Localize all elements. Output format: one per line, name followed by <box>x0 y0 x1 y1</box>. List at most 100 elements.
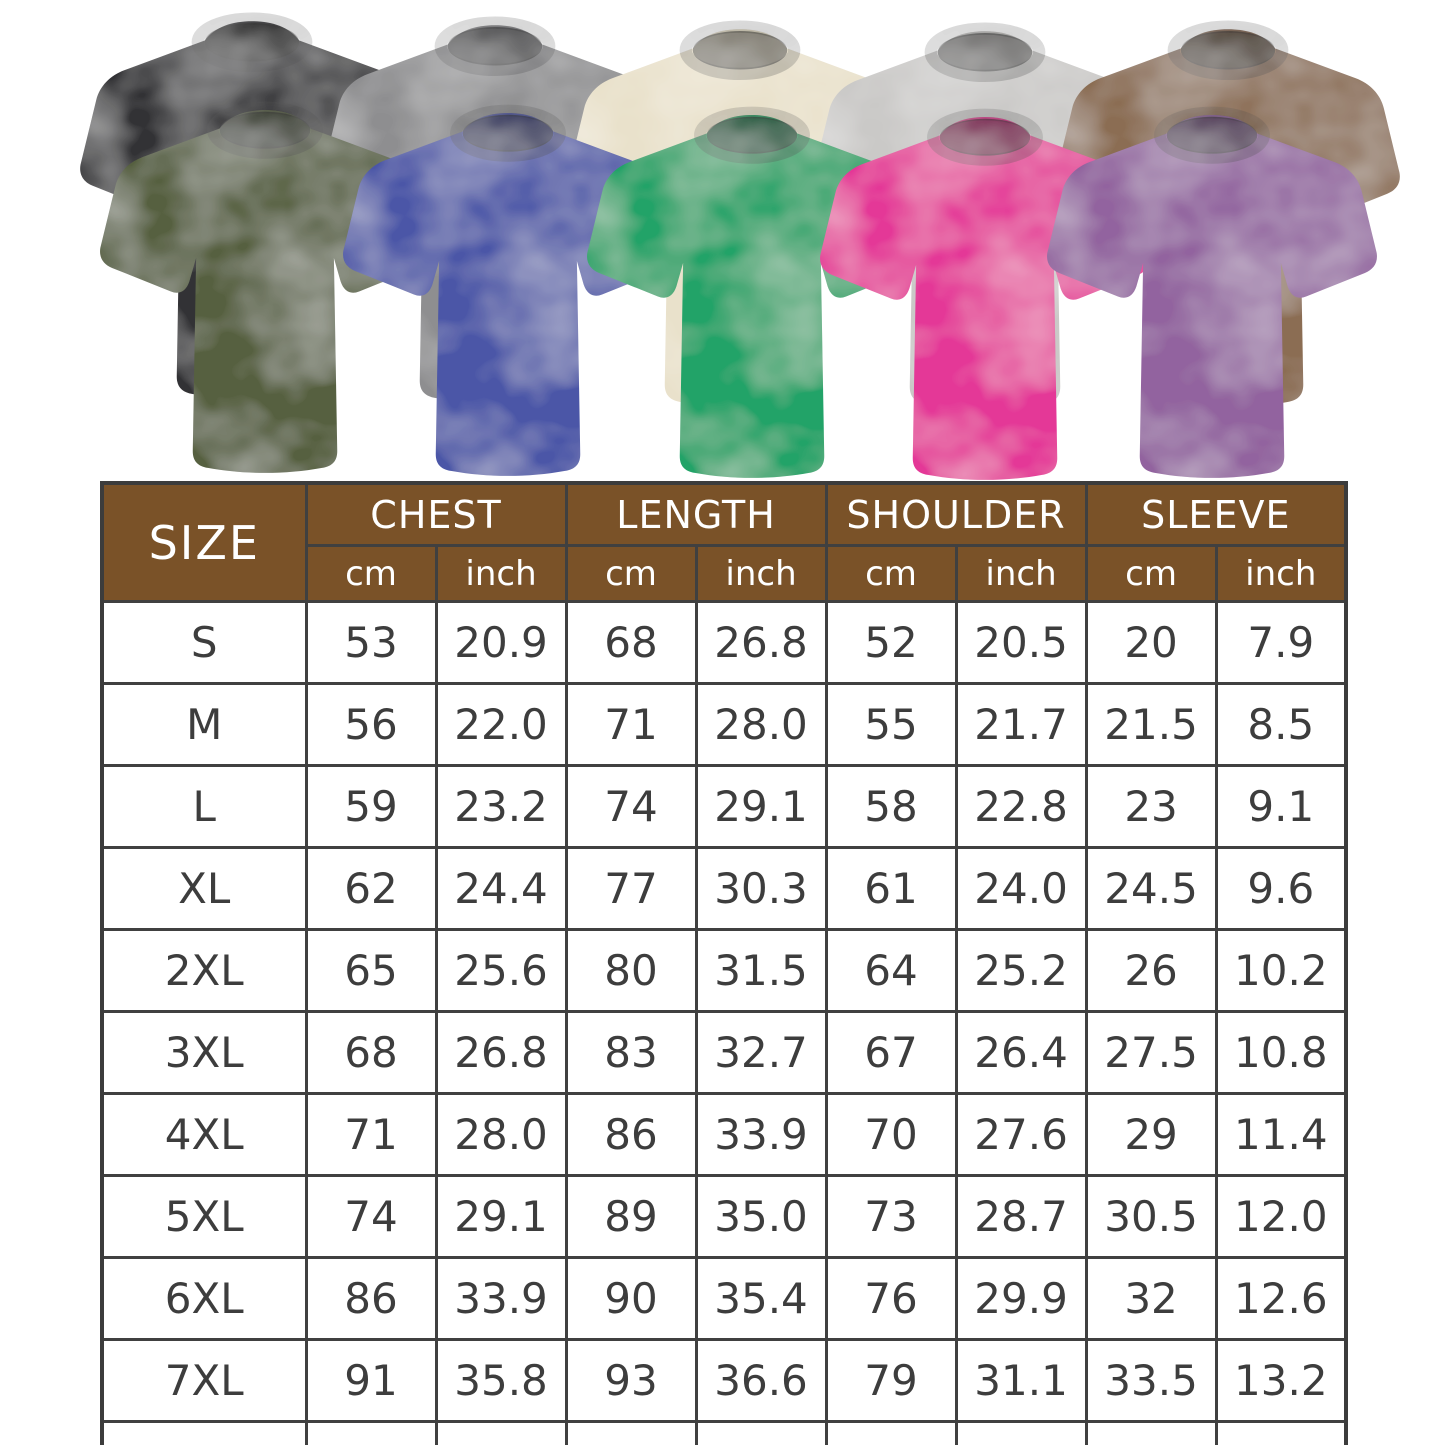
size-cell: 5XL <box>100 1174 308 1259</box>
shoulder-cm-header: cm <box>824 544 958 603</box>
table-cell: 7.9 <box>1214 600 1348 685</box>
table-row: 2XL 65 25.6 80 31.5 64 25.2 26 10.2 <box>100 928 1348 1013</box>
table-cell: 62 <box>304 846 438 931</box>
table-cell: 70 <box>824 1092 958 1177</box>
size-chart-table: SIZE CHEST LENGTH SHOULDER SLEEVE cm inc… <box>100 481 1349 1445</box>
table-cell: 12.0 <box>1214 1174 1348 1259</box>
table-cell: 24.4 <box>434 846 568 931</box>
table-cell: 33.5 <box>1084 1420 1218 1445</box>
table-cell: 33.5 <box>1084 1338 1218 1423</box>
size-cell: L <box>100 764 308 849</box>
size-column-header: SIZE <box>100 481 308 603</box>
table-cell: 10.8 <box>1214 1010 1348 1095</box>
table-cell: 30.3 <box>694 846 828 931</box>
table-cell: 68 <box>304 1010 438 1095</box>
header-units-row: cm inch cm inch cm inch cm inch <box>102 544 1348 603</box>
tshirt-washed-purple <box>1047 113 1377 478</box>
table-cell: 9.6 <box>1214 846 1348 931</box>
table-cell: 25.2 <box>954 928 1088 1013</box>
table-row: S 53 20.9 68 26.8 52 20.5 20 7.9 <box>100 600 1348 685</box>
length-cm-header: cm <box>564 544 698 603</box>
size-cell: 4XL <box>100 1092 308 1177</box>
table-row: 6XL 86 33.9 90 35.4 76 29.9 32 12.6 <box>100 1256 1348 1341</box>
table-cell: 29 <box>1084 1092 1218 1177</box>
header-group-row: SIZE CHEST LENGTH SHOULDER SLEEVE <box>100 481 1348 603</box>
table-cell: 35.8 <box>434 1338 568 1423</box>
table-cell: 79 <box>824 1338 958 1423</box>
table-cell: 86 <box>564 1092 698 1177</box>
sleeve-cm-header: cm <box>1084 544 1218 603</box>
chest-header: CHEST <box>304 481 568 547</box>
table-cell: 29.9 <box>954 1256 1088 1341</box>
table-cell: 28.0 <box>694 682 828 767</box>
product-gallery <box>0 0 1445 492</box>
chest-cm-header: cm <box>304 544 438 603</box>
table-cell: 55 <box>824 682 958 767</box>
table-cell: 13.2 <box>1214 1420 1348 1445</box>
table-cell: 71 <box>564 682 698 767</box>
table-cell: 74 <box>564 764 698 849</box>
table-cell: 37.8 <box>694 1420 828 1445</box>
table-cell: 22.0 <box>434 682 568 767</box>
size-cell: 8XL <box>100 1420 308 1445</box>
size-cell: 6XL <box>100 1256 308 1341</box>
table-cell: 20.5 <box>954 600 1088 685</box>
table-row: 5XL 74 29.1 89 35.0 73 28.7 30.5 12.0 <box>100 1174 1348 1259</box>
table-cell: 8.5 <box>1214 682 1348 767</box>
size-cell: M <box>100 682 308 767</box>
table-row: 7XL 91 35.8 93 36.6 79 31.1 33.5 13.2 <box>100 1338 1348 1423</box>
table-cell: 89 <box>564 1174 698 1259</box>
table-cell: 33.9 <box>434 1256 568 1341</box>
table-cell: 36.6 <box>694 1338 828 1423</box>
table-cell: 97 <box>304 1420 438 1445</box>
table-row: XL 62 24.4 77 30.3 61 24.0 24.5 9.6 <box>100 846 1348 931</box>
sleeve-header: SLEEVE <box>1084 481 1348 547</box>
table-cell: 21.7 <box>954 682 1088 767</box>
size-chart: SIZE CHEST LENGTH SHOULDER SLEEVE cm inc… <box>100 481 1349 1445</box>
table-cell: 29.1 <box>434 1174 568 1259</box>
table-cell: 31.5 <box>954 1420 1088 1445</box>
table-row: 4XL 71 28.0 86 33.9 70 27.6 29 11.4 <box>100 1092 1348 1177</box>
size-cell: XL <box>100 846 308 931</box>
table-cell: 58 <box>824 764 958 849</box>
table-cell: 23.2 <box>434 764 568 849</box>
table-cell: 65 <box>304 928 438 1013</box>
table-row: L 59 23.2 74 29.1 58 22.8 23 9.1 <box>100 764 1348 849</box>
table-cell: 20.9 <box>434 600 568 685</box>
table-cell: 90 <box>564 1256 698 1341</box>
table-row: M 56 22.0 71 28.0 55 21.7 21.5 8.5 <box>100 682 1348 767</box>
table-cell: 52 <box>824 600 958 685</box>
table-cell: 10.2 <box>1214 928 1348 1013</box>
table-cell: 93 <box>564 1338 698 1423</box>
table-cell: 26.8 <box>694 600 828 685</box>
table-row: 3XL 68 26.8 83 32.7 67 26.4 27.5 10.8 <box>100 1010 1348 1095</box>
table-cell: 27.6 <box>954 1092 1088 1177</box>
sleeve-inch-header: inch <box>1214 544 1348 603</box>
table-cell: 11.4 <box>1214 1092 1348 1177</box>
size-cell: 7XL <box>100 1338 308 1423</box>
table-cell: 26.4 <box>954 1010 1088 1095</box>
length-header: LENGTH <box>564 481 828 547</box>
table-header: SIZE CHEST LENGTH SHOULDER SLEEVE cm inc… <box>100 481 1348 603</box>
table-cell: 67 <box>824 1010 958 1095</box>
table-cell: 28.7 <box>954 1174 1088 1259</box>
table-cell: 76 <box>824 1256 958 1341</box>
table-cell: 31.1 <box>954 1338 1088 1423</box>
size-cell: S <box>100 600 308 685</box>
table-cell: 13.2 <box>1214 1338 1348 1423</box>
table-cell: 21.5 <box>1084 682 1218 767</box>
table-cell: 91 <box>304 1338 438 1423</box>
table-cell: 30.5 <box>1084 1174 1218 1259</box>
chest-inch-header: inch <box>434 544 568 603</box>
table-cell: 80 <box>824 1420 958 1445</box>
table-cell: 53 <box>304 600 438 685</box>
table-cell: 80 <box>564 928 698 1013</box>
table-cell: 28.0 <box>434 1092 568 1177</box>
table-cell: 74 <box>304 1174 438 1259</box>
table-cell: 23 <box>1084 764 1218 849</box>
table-cell: 96 <box>564 1420 698 1445</box>
table-cell: 35.0 <box>694 1174 828 1259</box>
shoulder-header: SHOULDER <box>824 481 1088 547</box>
table-cell: 24.5 <box>1084 846 1218 931</box>
table-cell: 71 <box>304 1092 438 1177</box>
